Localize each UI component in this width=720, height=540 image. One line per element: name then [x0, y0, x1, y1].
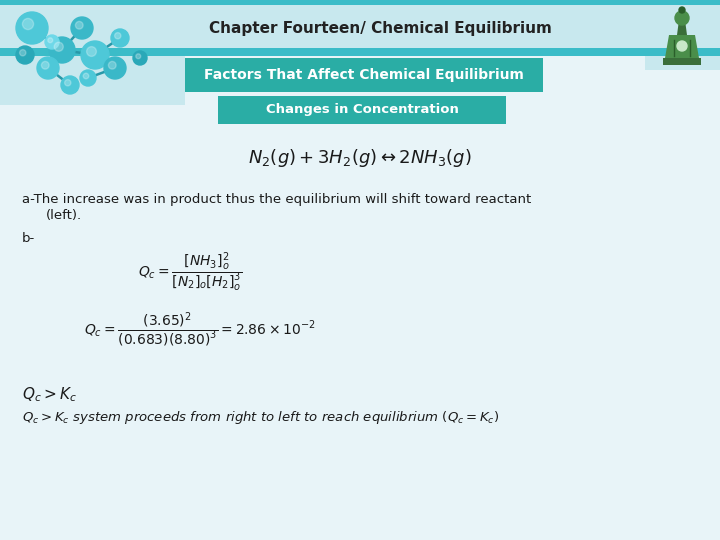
Circle shape — [136, 54, 140, 59]
Circle shape — [16, 46, 34, 64]
Text: Factors That Affect Chemical Equilibrium: Factors That Affect Chemical Equilibrium — [204, 68, 524, 82]
Bar — [218, 96, 506, 124]
Bar — [185, 58, 543, 92]
Circle shape — [19, 50, 26, 56]
Circle shape — [675, 11, 689, 25]
Bar — [0, 48, 720, 56]
Circle shape — [111, 29, 129, 47]
Circle shape — [45, 35, 59, 49]
Circle shape — [109, 62, 116, 69]
Circle shape — [677, 41, 687, 51]
Circle shape — [133, 51, 147, 65]
Circle shape — [49, 37, 75, 63]
Circle shape — [84, 73, 89, 79]
Bar — [0, 0, 720, 55]
Circle shape — [16, 12, 48, 44]
Circle shape — [54, 42, 63, 51]
Bar — [0, 0, 185, 105]
Circle shape — [71, 17, 93, 39]
Bar — [0, 0, 720, 5]
Circle shape — [679, 7, 685, 13]
Circle shape — [114, 32, 121, 39]
Text: $Q_c = \dfrac{[NH_3]_o^2}{[N_2]_o[H_2]_o^3}$: $Q_c = \dfrac{[NH_3]_o^2}{[N_2]_o[H_2]_o… — [138, 250, 242, 294]
Text: b-: b- — [22, 232, 35, 245]
Circle shape — [48, 38, 53, 43]
Polygon shape — [665, 35, 699, 58]
Circle shape — [104, 57, 126, 79]
Bar — [663, 58, 701, 65]
Text: a-The increase was in product thus the equilibrium will shift toward reactant: a-The increase was in product thus the e… — [22, 193, 531, 206]
Text: $Q_c > K_c$: $Q_c > K_c$ — [22, 386, 77, 404]
Bar — [645, 0, 720, 70]
Text: $Q_c = \dfrac{(3.65)^2}{(0.683)(8.80)^3} = 2.86 \times 10^{-2}$: $Q_c = \dfrac{(3.65)^2}{(0.683)(8.80)^3}… — [84, 310, 316, 349]
Circle shape — [86, 46, 96, 56]
Circle shape — [22, 18, 34, 30]
Circle shape — [65, 79, 71, 86]
Text: (left).: (left). — [46, 210, 82, 222]
Text: Changes in Concentration: Changes in Concentration — [266, 104, 459, 117]
Circle shape — [42, 62, 49, 69]
Text: $N_2(g) + 3H_2(g) \leftrightarrow 2NH_3(g)$: $N_2(g) + 3H_2(g) \leftrightarrow 2NH_3(… — [248, 147, 472, 169]
Circle shape — [37, 57, 59, 79]
Circle shape — [80, 70, 96, 86]
Polygon shape — [677, 20, 687, 35]
Text: Chapter Fourteen/ Chemical Equilibrium: Chapter Fourteen/ Chemical Equilibrium — [209, 21, 552, 36]
Circle shape — [61, 76, 79, 94]
Circle shape — [81, 41, 109, 69]
Circle shape — [76, 22, 83, 29]
Text: $Q_c > K_c$ system proceeds from right to left to reach equilibrium $(Q_c = K_c): $Q_c > K_c$ system proceeds from right t… — [22, 409, 500, 427]
